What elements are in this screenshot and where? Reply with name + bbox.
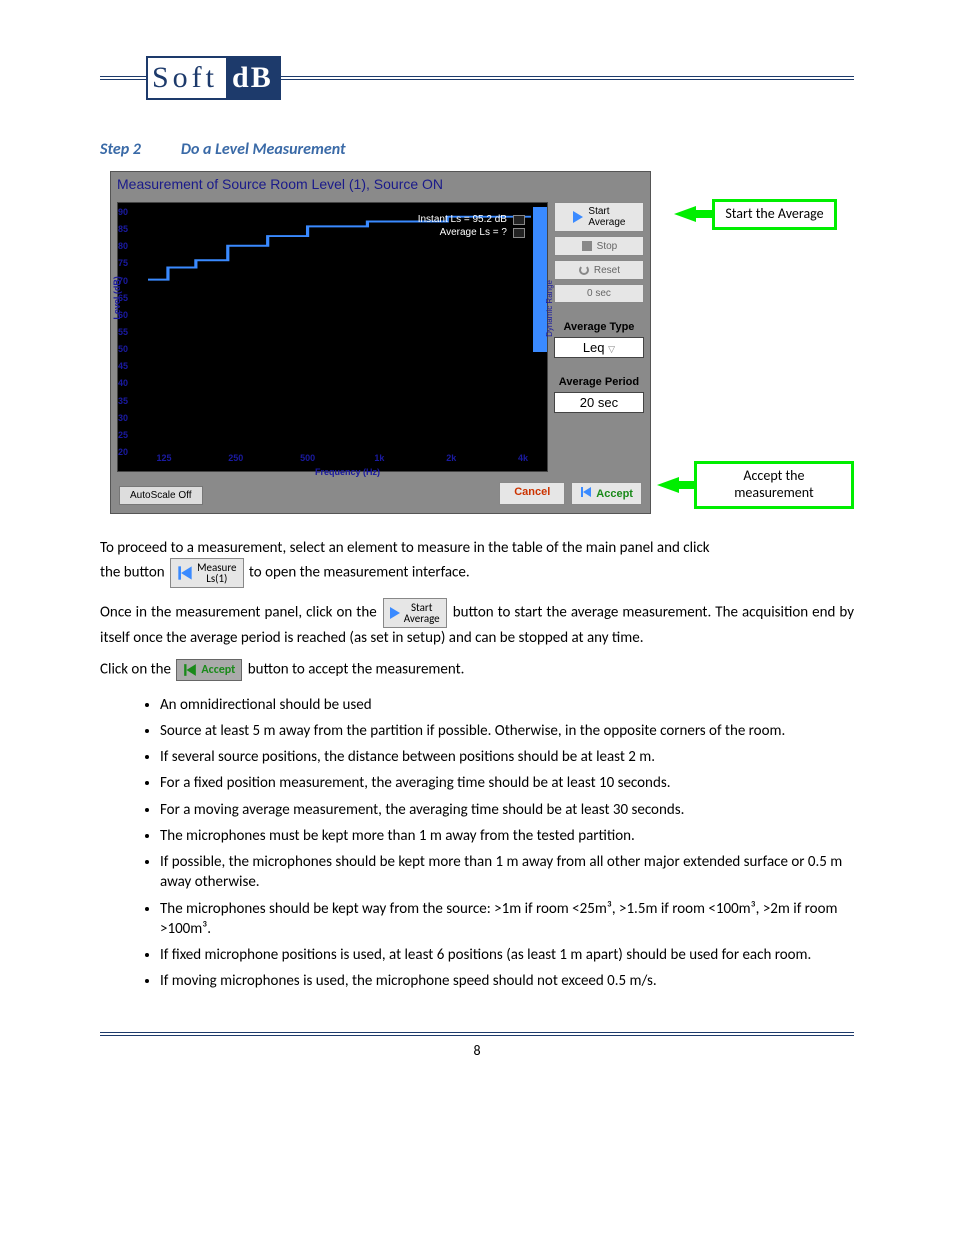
timer-value: 0 sec: [587, 288, 611, 299]
controls-panel: Start Average Stop Reset 0 sec Average T…: [554, 202, 644, 472]
start-average-button-inline[interactable]: Start Average: [383, 598, 447, 628]
chart-y-label: Level (dB): [112, 276, 122, 320]
chart-x-tick: 2k: [446, 453, 456, 463]
callout-accept: Accept the measurement: [657, 461, 854, 509]
logo-text-soft: Soft: [148, 61, 226, 95]
accept-icon: [580, 486, 592, 501]
chart-y-tick: 45: [118, 361, 128, 371]
chevron-down-icon: ▽: [608, 344, 615, 354]
header-logo: Soft dB: [100, 56, 854, 100]
start-btn-line2: Average: [404, 613, 440, 625]
accept-inline-label: Accept: [201, 662, 235, 678]
step-title-text: Do a Level Measurement: [181, 140, 346, 159]
legend-swatch-instant: [513, 215, 525, 225]
chart-y-tick: 35: [118, 396, 128, 406]
guideline-item: The microphones must be kept more than 1…: [160, 826, 854, 846]
chart-y-tick: 80: [118, 241, 128, 251]
callout-accept-box: Accept the measurement: [694, 461, 854, 509]
timer-display: 0 sec: [554, 284, 644, 303]
step-heading: Step 2 Do a Level Measurement: [100, 140, 854, 159]
chart-y-tick: 25: [118, 430, 128, 440]
measure-icon: [177, 565, 193, 581]
measurement-window: Measurement of Source Room Level (1), So…: [110, 171, 651, 514]
reset-label: Reset: [594, 265, 620, 276]
callout-start-text: Start the Average: [725, 205, 823, 222]
callout-accept-text: Accept the measurement: [734, 467, 813, 501]
legend-swatch-average: [513, 228, 525, 238]
guideline-item: An omnidirectional should be used: [160, 695, 854, 715]
chart-y-tick: 75: [118, 258, 128, 268]
callout-start-box: Start the Average: [712, 199, 836, 230]
stop-button[interactable]: Stop: [554, 236, 644, 256]
start-average-label: Start Average: [588, 206, 625, 228]
avg-period-label: Average Period: [554, 376, 644, 388]
chart-y-tick: 40: [118, 378, 128, 388]
start-average-button[interactable]: Start Average: [554, 202, 644, 232]
dynamic-range-label: Dynamic Range: [545, 280, 554, 337]
guideline-item: For a fixed position measurement, the av…: [160, 773, 854, 793]
legend-average: Average Ls = ?: [440, 227, 507, 238]
arrow-icon: [674, 206, 696, 222]
header-rule-right: [281, 76, 854, 80]
accept-label: Accept: [596, 488, 633, 500]
chart-y-tick: 90: [118, 207, 128, 217]
guideline-item: If several source positions, the distanc…: [160, 747, 854, 767]
chart-y-axis: 908580757065605550454035302520: [118, 203, 148, 449]
guideline-item: The microphones should be kept way from …: [160, 899, 854, 940]
chart-y-tick: 55: [118, 327, 128, 337]
guideline-item: Source at least 5 m away from the partit…: [160, 721, 854, 741]
chart-x-tick: 250: [228, 453, 243, 463]
chart-x-axis: Frequency (Hz) 1252505001k2k4k: [148, 449, 547, 471]
guideline-item: If possible, the microphones should be k…: [160, 852, 854, 893]
cancel-button[interactable]: Cancel: [499, 482, 565, 505]
legend-instant: Instant Ls = 95.2 dB: [418, 214, 507, 225]
chart-y-tick: 85: [118, 224, 128, 234]
window-title: Measurement of Source Room Level (1), So…: [111, 172, 650, 196]
chart-x-label: Frequency (Hz): [315, 467, 380, 477]
header-rule-left: [100, 76, 146, 80]
accept-icon: [183, 663, 197, 677]
measure-button-inline[interactable]: Measure Ls(1): [170, 558, 243, 588]
paragraph-1: To proceed to a measurement, select an e…: [100, 538, 854, 588]
autoscale-button[interactable]: AutoScale Off: [119, 486, 203, 505]
chart-y-tick: 30: [118, 413, 128, 423]
guideline-item: If fixed microphone positions is used, a…: [160, 945, 854, 965]
logo-text-db: dB: [226, 58, 279, 98]
reset-button[interactable]: Reset: [554, 260, 644, 280]
chart-plot-area: Dynamic Range Instant Ls = 95.2 dB Avera…: [148, 207, 547, 449]
reset-icon: [578, 264, 590, 276]
chart-trace: [148, 207, 547, 449]
avg-period-value[interactable]: 20 sec: [554, 392, 644, 413]
callout-start: Start the Average: [674, 199, 836, 230]
accept-button[interactable]: Accept: [571, 482, 642, 505]
level-chart: 908580757065605550454035302520 Level (dB…: [117, 202, 548, 472]
stop-icon: [581, 240, 593, 252]
page-number: 8: [100, 1042, 854, 1059]
step-number: Step 2: [100, 140, 141, 159]
chart-x-tick: 500: [300, 453, 315, 463]
chart-legend: Instant Ls = 95.2 dB Average Ls = ?: [418, 213, 525, 239]
chart-y-tick: 50: [118, 344, 128, 354]
play-icon: [390, 607, 400, 619]
footer-rule: [100, 1032, 854, 1036]
chart-x-tick: 4k: [518, 453, 528, 463]
guidelines-list: An omnidirectional should be used Source …: [100, 695, 854, 992]
avg-type-select[interactable]: Leq ▽: [554, 337, 644, 358]
stop-label: Stop: [597, 241, 618, 252]
measure-btn-line2: Ls(1): [206, 573, 227, 585]
avg-type-label: Average Type: [554, 321, 644, 333]
chart-x-tick: 125: [156, 453, 171, 463]
arrow-icon: [657, 477, 679, 493]
chart-y-tick: 20: [118, 447, 128, 457]
paragraph-2: Once in the measurement panel, click on …: [100, 598, 854, 648]
play-icon: [572, 211, 584, 223]
paragraph-3: Click on the Accept button to accept the…: [100, 659, 854, 681]
accept-button-inline[interactable]: Accept: [176, 659, 242, 681]
guideline-item: If moving microphones is used, the micro…: [160, 971, 854, 991]
chart-x-tick: 1k: [374, 453, 384, 463]
guideline-item: For a moving average measurement, the av…: [160, 800, 854, 820]
